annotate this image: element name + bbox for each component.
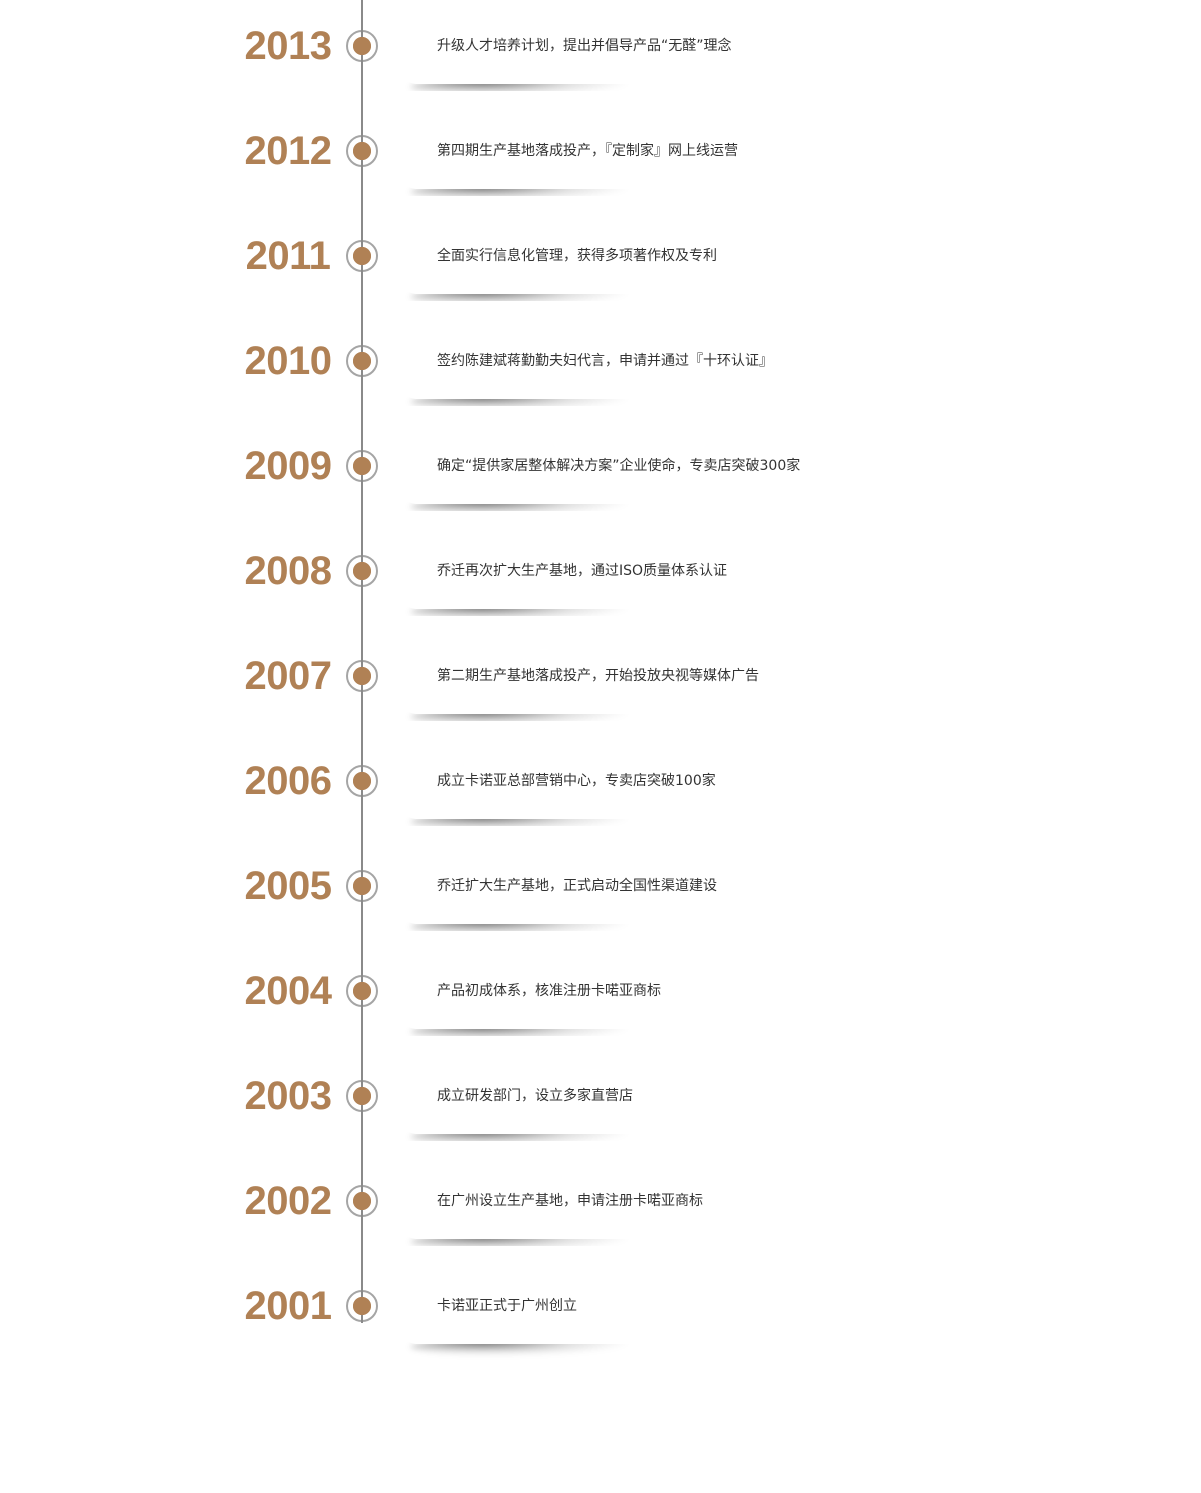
timeline-year: 2012 bbox=[244, 129, 332, 173]
timeline-text: 成立卡诺亚总部营销中心，专卖店突破100家 bbox=[437, 773, 716, 789]
timeline-card bbox=[402, 721, 762, 819]
timeline-year: 2011 bbox=[245, 234, 331, 278]
timeline-dot-icon bbox=[346, 29, 378, 63]
timeline-year: 2006 bbox=[244, 759, 332, 803]
timeline-card bbox=[402, 1141, 762, 1239]
timeline-item: 2003 成立研发部门，设立多家直营店 bbox=[0, 1036, 1201, 1201]
timeline-year: 2008 bbox=[244, 549, 332, 593]
timeline-dot-icon bbox=[346, 1289, 378, 1323]
timeline-text: 卡诺亚正式于广州创立 bbox=[437, 1298, 577, 1314]
timeline-dot-icon bbox=[346, 449, 378, 483]
timeline-item: 2007 第二期生产基地落成投产，开始投放央视等媒体广告 bbox=[0, 616, 1201, 781]
timeline-year: 2005 bbox=[244, 864, 332, 908]
timeline-text: 全面实行信息化管理，获得多项著作权及专利 bbox=[437, 248, 717, 264]
timeline-year: 2010 bbox=[244, 339, 332, 383]
timeline-dot-icon bbox=[346, 1079, 378, 1113]
timeline-dot-icon bbox=[346, 134, 378, 168]
timeline-dot-icon bbox=[346, 554, 378, 588]
timeline-card bbox=[402, 931, 762, 1029]
timeline-text: 在广州设立生产基地，申请注册卡喏亚商标 bbox=[437, 1193, 703, 1209]
timeline-item: 2001 卡诺亚正式于广州创立 bbox=[0, 1246, 1201, 1411]
timeline-text: 乔迁扩大生产基地，正式启动全国性渠道建设 bbox=[437, 878, 717, 894]
timeline-item: 2010 签约陈建斌蒋勤勤夫妇代言，申请并通过『十环认证』 bbox=[0, 301, 1201, 466]
timeline-card bbox=[402, 1246, 762, 1344]
timeline-card bbox=[402, 616, 762, 714]
timeline-dot-icon bbox=[346, 869, 378, 903]
timeline-dot-icon bbox=[346, 344, 378, 378]
timeline-card bbox=[402, 301, 762, 399]
timeline-card bbox=[402, 406, 762, 504]
timeline-text: 签约陈建斌蒋勤勤夫妇代言，申请并通过『十环认证』 bbox=[437, 353, 773, 369]
timeline-year: 2003 bbox=[244, 1074, 332, 1118]
timeline-text: 确定“提供家居整体解决方案”企业使命，专卖店突破300家 bbox=[437, 458, 801, 474]
timeline-year: 2004 bbox=[244, 969, 332, 1013]
timeline-card bbox=[402, 511, 762, 609]
timeline-text: 产品初成体系，核准注册卡喏亚商标 bbox=[437, 983, 661, 999]
timeline-card bbox=[402, 91, 762, 189]
timeline-year: 2007 bbox=[244, 654, 332, 698]
timeline-dot-icon bbox=[346, 1184, 378, 1218]
timeline-dot-icon bbox=[346, 659, 378, 693]
timeline-dot-icon bbox=[346, 974, 378, 1008]
timeline-text: 乔迁再次扩大生产基地，通过ISO质量体系认证 bbox=[437, 563, 728, 579]
timeline-year: 2002 bbox=[244, 1179, 332, 1223]
timeline-card bbox=[402, 826, 762, 924]
timeline-year: 2013 bbox=[244, 24, 332, 68]
timeline-year: 2009 bbox=[244, 444, 332, 488]
timeline-card bbox=[402, 196, 762, 294]
timeline-year: 2001 bbox=[244, 1284, 332, 1328]
timeline-text: 第二期生产基地落成投产，开始投放央视等媒体广告 bbox=[437, 668, 759, 684]
timeline-text: 升级人才培养计划，提出并倡导产品“无醛”理念 bbox=[437, 38, 732, 54]
timeline-text: 第四期生产基地落成投产，『定制家』网上线运营 bbox=[437, 143, 738, 159]
timeline-card bbox=[402, 0, 762, 84]
timeline-text: 成立研发部门，设立多家直营店 bbox=[437, 1088, 633, 1104]
timeline-card bbox=[402, 1036, 762, 1134]
timeline-dot-icon bbox=[346, 764, 378, 798]
timeline-item: 2012 第四期生产基地落成投产，『定制家』网上线运营 bbox=[0, 91, 1201, 256]
timeline-item: 2013 升级人才培养计划，提出并倡导产品“无醛”理念 bbox=[0, 0, 1201, 151]
timeline-dot-icon bbox=[346, 239, 378, 273]
timeline-item: 2004 产品初成体系，核准注册卡喏亚商标 bbox=[0, 931, 1201, 1096]
